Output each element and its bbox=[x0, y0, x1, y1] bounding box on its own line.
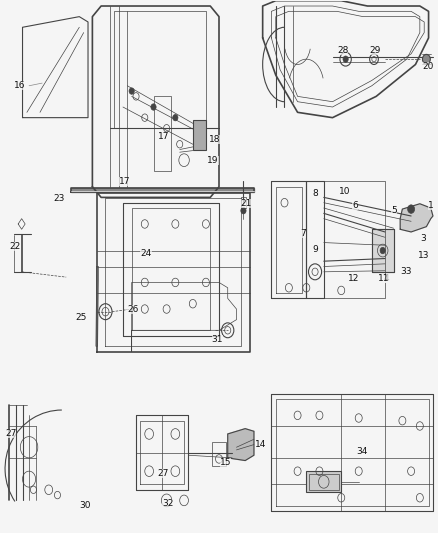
Text: 26: 26 bbox=[127, 304, 139, 313]
Text: 21: 21 bbox=[240, 199, 251, 208]
Circle shape bbox=[423, 54, 430, 64]
Circle shape bbox=[151, 104, 156, 110]
Bar bbox=[193, 120, 206, 150]
Text: 27: 27 bbox=[157, 470, 168, 478]
Text: 14: 14 bbox=[255, 440, 266, 449]
Text: 31: 31 bbox=[212, 335, 223, 344]
Text: 24: 24 bbox=[141, 249, 152, 258]
Text: 27: 27 bbox=[5, 430, 17, 439]
Text: 30: 30 bbox=[79, 501, 91, 510]
Text: 34: 34 bbox=[357, 447, 368, 456]
Text: 25: 25 bbox=[75, 312, 86, 321]
Text: 20: 20 bbox=[422, 62, 433, 71]
Text: 4: 4 bbox=[384, 273, 389, 282]
Polygon shape bbox=[71, 188, 254, 192]
Text: 29: 29 bbox=[370, 46, 381, 55]
Text: 1: 1 bbox=[427, 201, 434, 211]
Text: 28: 28 bbox=[337, 46, 348, 55]
Polygon shape bbox=[372, 229, 394, 272]
Text: 12: 12 bbox=[348, 273, 359, 282]
Bar bbox=[212, 442, 226, 466]
Text: 33: 33 bbox=[400, 268, 412, 276]
Bar bbox=[153, 96, 171, 171]
Bar bbox=[306, 471, 341, 492]
Text: 32: 32 bbox=[162, 498, 173, 507]
Text: 6: 6 bbox=[352, 201, 358, 210]
Circle shape bbox=[343, 56, 348, 62]
Text: 9: 9 bbox=[313, 245, 318, 254]
Circle shape bbox=[408, 205, 415, 213]
Text: 23: 23 bbox=[53, 194, 64, 203]
Text: 22: 22 bbox=[10, 242, 21, 251]
Text: 17: 17 bbox=[158, 132, 170, 141]
Text: 3: 3 bbox=[421, 234, 427, 243]
Circle shape bbox=[129, 88, 134, 94]
Text: 13: 13 bbox=[418, 252, 429, 260]
Text: 7: 7 bbox=[300, 229, 307, 238]
Text: 15: 15 bbox=[220, 458, 231, 466]
Text: 5: 5 bbox=[392, 206, 397, 215]
Text: 10: 10 bbox=[339, 187, 350, 196]
Text: 16: 16 bbox=[14, 81, 25, 90]
Bar bbox=[241, 197, 246, 208]
Bar bbox=[308, 474, 339, 490]
Circle shape bbox=[173, 115, 178, 121]
Text: 17: 17 bbox=[119, 177, 130, 186]
Circle shape bbox=[241, 207, 246, 214]
Text: 8: 8 bbox=[313, 189, 318, 198]
Polygon shape bbox=[228, 429, 254, 461]
Text: 18: 18 bbox=[209, 135, 221, 144]
Circle shape bbox=[380, 247, 385, 254]
Text: 19: 19 bbox=[207, 156, 219, 165]
Text: 11: 11 bbox=[378, 273, 390, 282]
Polygon shape bbox=[400, 204, 433, 232]
